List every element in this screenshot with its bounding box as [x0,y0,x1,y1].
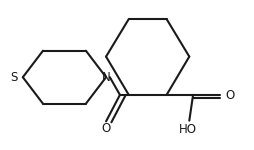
Text: S: S [10,71,17,84]
Text: O: O [224,89,233,102]
Text: HO: HO [178,123,196,136]
Text: O: O [101,122,110,135]
Text: N: N [101,71,110,84]
